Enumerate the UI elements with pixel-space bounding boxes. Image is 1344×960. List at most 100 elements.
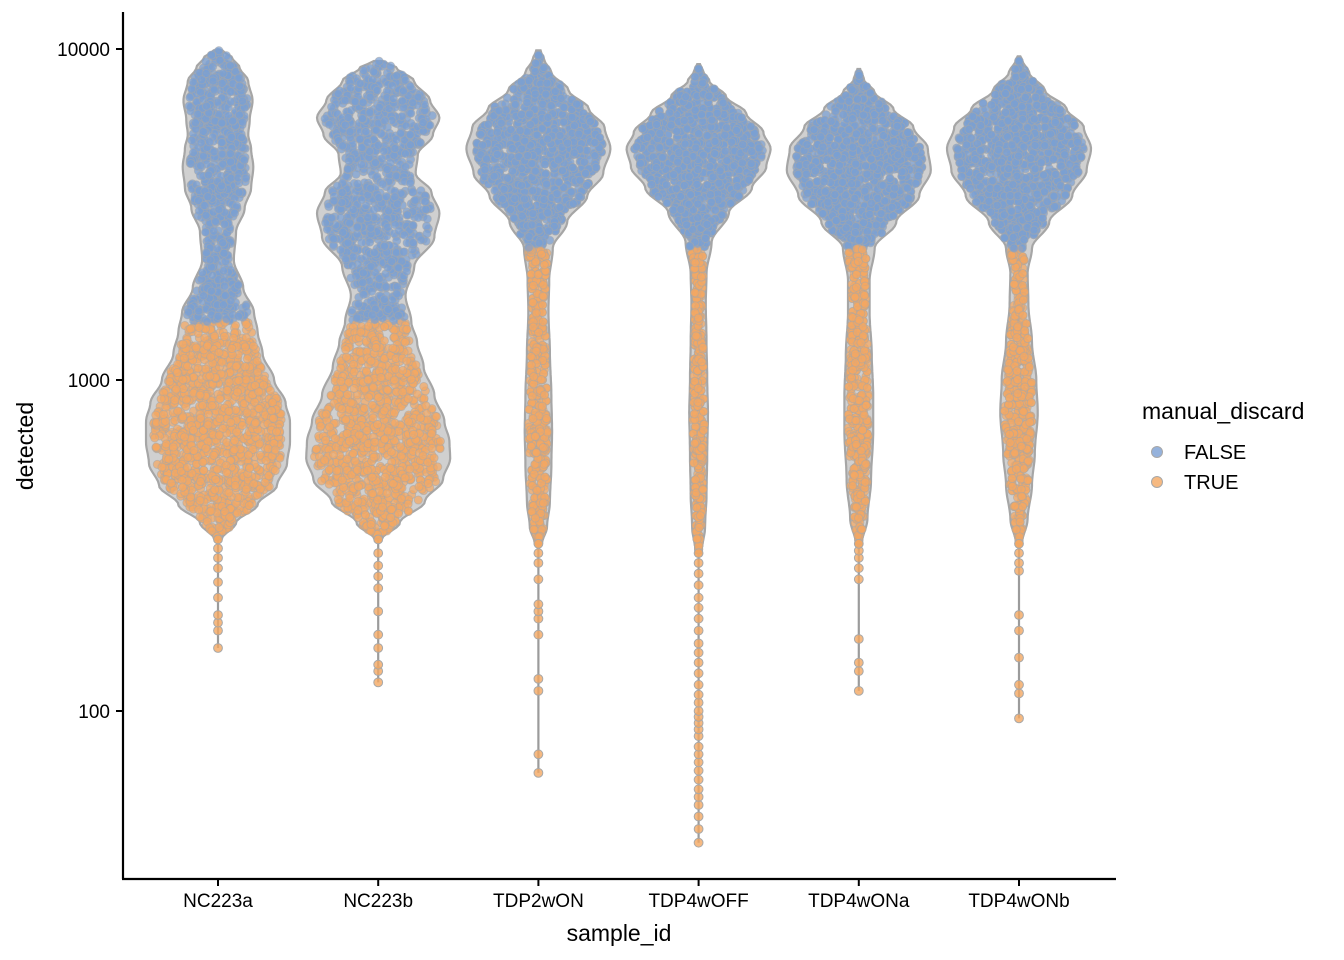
data-point [380, 472, 390, 482]
data-point [369, 452, 379, 462]
data-point [418, 451, 428, 461]
data-point [433, 462, 443, 472]
data-point [406, 108, 416, 118]
data-point [320, 455, 330, 465]
data-point [227, 132, 237, 142]
data-point [150, 433, 160, 443]
data-point [369, 248, 379, 258]
data-point [412, 389, 422, 399]
data-point [324, 119, 334, 129]
data-point [197, 268, 208, 278]
data-point [340, 120, 350, 130]
data-point [183, 307, 194, 317]
data-point [244, 500, 254, 510]
data-point [234, 187, 244, 198]
data-point [394, 263, 404, 273]
data-point [218, 68, 228, 78]
data-point [232, 427, 242, 437]
data-point [196, 161, 206, 171]
data-point [187, 135, 197, 145]
data-point [400, 337, 410, 347]
data-point [353, 482, 364, 492]
data-point [362, 137, 373, 147]
data-point [422, 229, 432, 239]
outlier-point [213, 625, 223, 636]
data-point [345, 493, 355, 503]
data-point [327, 213, 337, 223]
data-point [202, 316, 212, 327]
data-point [195, 390, 205, 400]
data-point [207, 401, 217, 411]
data-point [324, 422, 335, 432]
data-point [215, 413, 225, 424]
data-point [230, 208, 240, 218]
data-point [341, 345, 351, 355]
data-point [316, 421, 326, 431]
data-point [330, 433, 340, 444]
data-point [196, 138, 206, 148]
data-point [232, 387, 242, 397]
data-point [353, 179, 363, 189]
data-point [358, 278, 368, 288]
data-point [240, 362, 250, 372]
data-point [183, 452, 193, 462]
data-point [390, 418, 400, 428]
data-point [337, 404, 347, 414]
data-point [270, 445, 280, 455]
data-point [249, 479, 259, 489]
data-point [178, 482, 188, 492]
data-point [311, 444, 321, 454]
data-point [324, 465, 334, 475]
violin-NC223a [144, 46, 292, 653]
data-point [217, 138, 227, 148]
data-point [199, 200, 209, 211]
data-point [215, 394, 225, 404]
outlier-point [213, 563, 223, 574]
data-point [415, 138, 426, 148]
data-point [267, 406, 277, 416]
data-point [400, 473, 410, 483]
data-point [367, 472, 377, 482]
data-point [195, 496, 205, 506]
outlier-point [373, 643, 384, 653]
data-point [170, 395, 180, 405]
data-point [347, 261, 357, 271]
data-point [213, 311, 223, 321]
data-point [410, 195, 420, 205]
data-point [203, 192, 213, 202]
data-point [205, 371, 215, 381]
data-point [172, 367, 182, 378]
data-point [391, 135, 401, 145]
data-point [190, 118, 200, 128]
data-point [218, 238, 228, 248]
data-point [214, 205, 224, 215]
data-point [400, 162, 410, 172]
data-point [367, 400, 377, 410]
data-point [342, 454, 352, 464]
data-point [392, 71, 402, 81]
data-point [221, 468, 232, 478]
data-point [201, 364, 211, 374]
data-point [321, 435, 331, 445]
data-point [367, 310, 377, 320]
data-point [350, 456, 360, 466]
data-point [414, 482, 424, 492]
data-point [379, 521, 390, 531]
data-point [357, 195, 367, 205]
data-point [336, 376, 346, 387]
data-point [379, 294, 389, 304]
data-point [405, 140, 416, 150]
data-point [242, 354, 252, 364]
data-point [214, 523, 224, 533]
data-point [354, 430, 364, 440]
data-point [203, 409, 213, 419]
data-point [371, 343, 381, 353]
data-point [230, 436, 240, 446]
data-point [209, 85, 219, 95]
data-point [381, 282, 391, 292]
data-point [343, 164, 353, 174]
data-point [218, 300, 228, 310]
data-point [341, 352, 352, 362]
data-point [214, 46, 224, 56]
data-point [183, 361, 193, 371]
